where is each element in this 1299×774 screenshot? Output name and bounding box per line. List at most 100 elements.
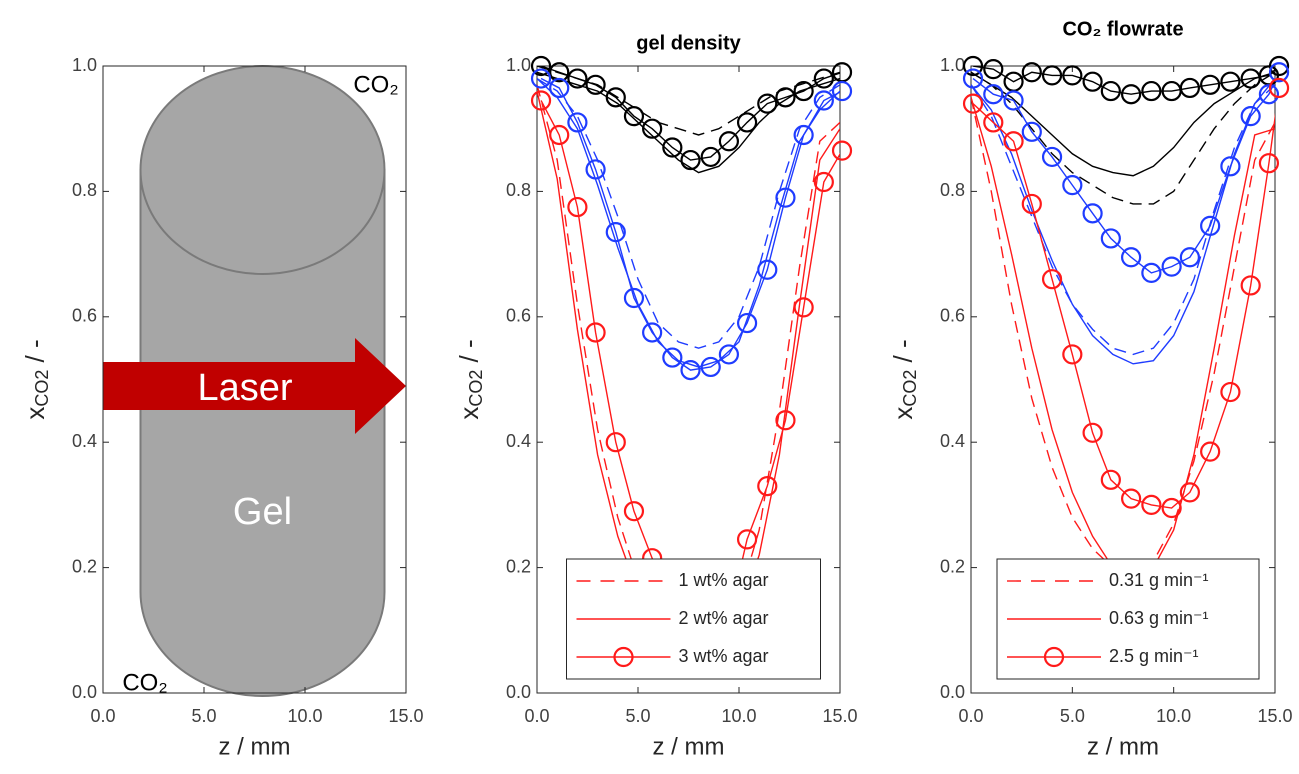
marker (700, 356, 721, 378)
marker (1041, 146, 1063, 168)
marker (530, 90, 552, 111)
y-axis-label: xCO2 / - (888, 339, 920, 419)
marker (757, 475, 778, 497)
series-line (540, 77, 840, 371)
axes-box (536, 65, 841, 694)
y-tick-label: 0.6 (72, 306, 97, 326)
marker (680, 359, 701, 381)
marker (1062, 65, 1083, 86)
y-tick-label: 0.8 (72, 180, 97, 200)
marker (831, 62, 853, 83)
marker (736, 529, 758, 550)
y-tick-label: 0.2 (506, 556, 531, 576)
series-line (971, 84, 1275, 356)
marker (549, 124, 570, 146)
marker (530, 55, 552, 77)
marker (1141, 80, 1162, 102)
x-tick-label: 5.0 (625, 706, 650, 726)
y-tick-label: 0.8 (506, 180, 531, 200)
marker (983, 112, 1004, 133)
marker (962, 55, 984, 77)
annotation: Laser (197, 367, 292, 409)
marker (962, 93, 984, 114)
y-axis-label: xCO2 / - (454, 339, 486, 419)
x-tick-label: 5.0 (1060, 706, 1085, 726)
marker (1220, 381, 1241, 403)
marker (1240, 106, 1261, 127)
y-axis-label-main: x (888, 407, 918, 420)
marker (757, 93, 778, 114)
series-line (971, 97, 1275, 575)
marker (718, 131, 740, 152)
marker (1200, 215, 1221, 236)
marker (700, 146, 721, 168)
marker (983, 84, 1004, 105)
marker (585, 74, 606, 95)
marker (775, 187, 796, 208)
x-tick-label: 5.0 (191, 706, 216, 726)
axes-box (970, 65, 1276, 694)
marker (567, 196, 588, 218)
series-line (971, 71, 1275, 205)
marker (831, 140, 853, 161)
marker (567, 112, 588, 133)
y-tick-label: 0.8 (940, 180, 965, 200)
x-axis-label: z / mm (1087, 733, 1159, 760)
marker (1220, 156, 1241, 177)
marker (1021, 121, 1042, 142)
marker (813, 90, 834, 111)
axes-box (102, 65, 407, 694)
marker (962, 68, 984, 89)
y-tick-label: 1.0 (72, 55, 97, 75)
series-line (972, 77, 1275, 274)
marker (623, 287, 645, 309)
y-axis-label-sub: CO2 (900, 370, 920, 407)
marker (623, 501, 645, 522)
marker (549, 77, 570, 99)
chart-title: CO₂ flowrate (1062, 18, 1183, 40)
legend-label: 3 wt% agar (679, 646, 769, 666)
series-line (971, 78, 1275, 365)
y-tick-label: 0.4 (72, 431, 97, 451)
series-line (972, 103, 1275, 509)
series-line (540, 66, 840, 161)
marker (1121, 488, 1142, 509)
cylinder-body (139, 169, 386, 697)
y-tick-label: 0.4 (506, 431, 531, 451)
marker (1161, 497, 1182, 519)
marker (1100, 80, 1121, 102)
y-tick-label: 0.0 (506, 682, 531, 702)
x-tick-label: 10.0 (1156, 706, 1191, 726)
marker (1268, 77, 1290, 99)
y-tick-label: 1.0 (506, 55, 531, 75)
legend-label: 1 wt% agar (679, 570, 769, 590)
marker (1179, 482, 1200, 503)
y-axis-label-sub: CO2 (32, 370, 52, 407)
marker (793, 80, 814, 102)
marker (530, 68, 552, 89)
panel: CO₂ CO₂ Laser Gel 0.0 5.0 10.0 15.0 0.0 0.2 0.4 0.6… (20, 55, 424, 761)
marker (585, 322, 606, 343)
x-tick-label: 10.0 (287, 706, 322, 726)
y-axis-label: xCO2 / - (20, 339, 52, 419)
legend-label: 0.63 g min⁻¹ (1109, 608, 1209, 628)
x-tick-label: 0.0 (958, 706, 983, 726)
legend-label: 2 wt% agar (679, 608, 769, 628)
marker (1121, 84, 1142, 105)
y-axis-label-unit: / - (888, 339, 918, 369)
panel: 0.0 5.0 10.0 15.0 0.0 0.2 0.4 0.6 0.8 1.0 z / mm xC… (454, 32, 858, 760)
x-tick-label: 15.0 (822, 706, 857, 726)
chart-title: gel density (636, 32, 741, 54)
annotation: CO₂ (122, 669, 167, 696)
x-axis-label: z / mm (653, 733, 725, 760)
annotation: Gel (233, 491, 292, 533)
marker (983, 59, 1004, 80)
x-tick-label: 15.0 (388, 706, 423, 726)
marker (1200, 74, 1221, 95)
marker (1161, 256, 1182, 277)
x-axis-label: z / mm (219, 733, 291, 760)
series-line (537, 84, 840, 644)
y-tick-label: 0.6 (940, 306, 965, 326)
marker (662, 347, 683, 368)
marker (1258, 84, 1280, 105)
